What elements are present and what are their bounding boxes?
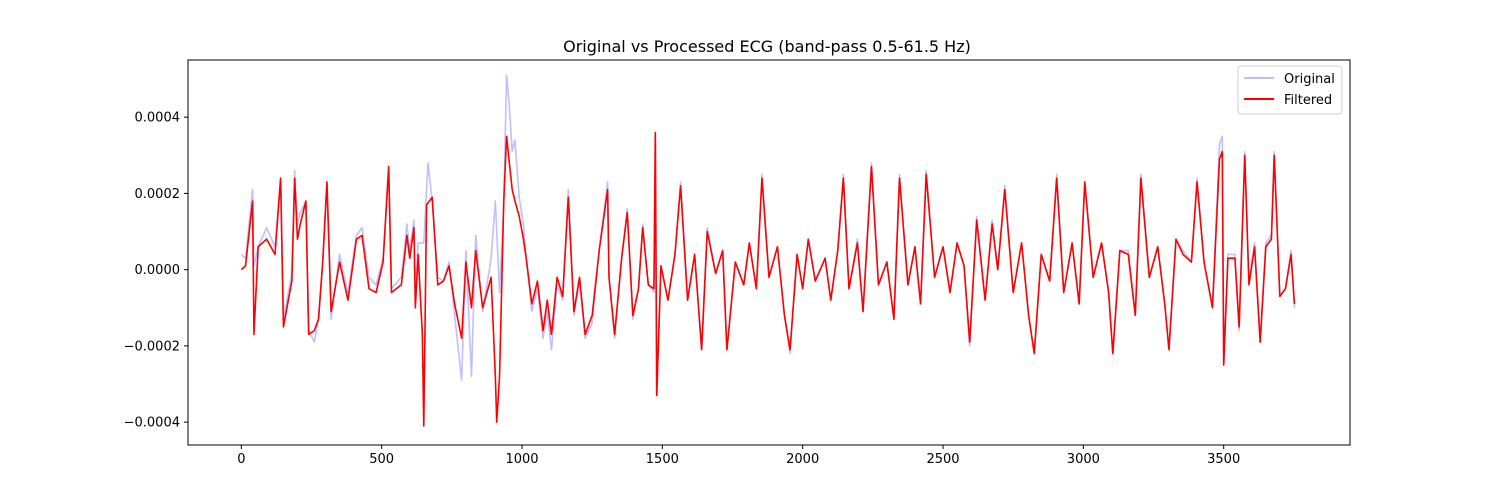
x-tick-label: 500 — [369, 452, 394, 467]
plot-area — [187, 59, 1351, 446]
y-tick-label: 0.0002 — [135, 187, 181, 202]
x-tick-label: 3000 — [1067, 452, 1100, 467]
plot-frame — [187, 59, 1351, 446]
x-axis: 0 500 1000 1500 2000 2500 3000 3500 — [237, 445, 1240, 467]
y-tick-label: −0.0004 — [124, 416, 180, 431]
legend: Original Filtered — [1237, 65, 1343, 115]
chart-title: Original vs Processed ECG (band-pass 0.5… — [563, 37, 971, 56]
x-tick-label: 1000 — [505, 452, 538, 467]
y-tick-label: −0.0002 — [124, 339, 180, 354]
legend-label-original: Original — [1284, 72, 1335, 87]
x-tick-label: 1500 — [646, 452, 679, 467]
series-group — [240, 74, 1296, 427]
y-axis: −0.0004 −0.0002 0.0000 0.0002 0.0004 — [124, 111, 188, 431]
x-tick-label: 3500 — [1207, 452, 1240, 467]
y-tick-label: 0.0004 — [135, 111, 181, 126]
x-tick-label: 2500 — [926, 452, 959, 467]
series-line-filtered — [240, 131, 1296, 427]
y-tick-label: 0.0000 — [135, 263, 181, 278]
x-tick-label: 0 — [237, 452, 245, 467]
legend-label-filtered: Filtered — [1284, 93, 1332, 108]
x-tick-label: 2000 — [786, 452, 819, 467]
